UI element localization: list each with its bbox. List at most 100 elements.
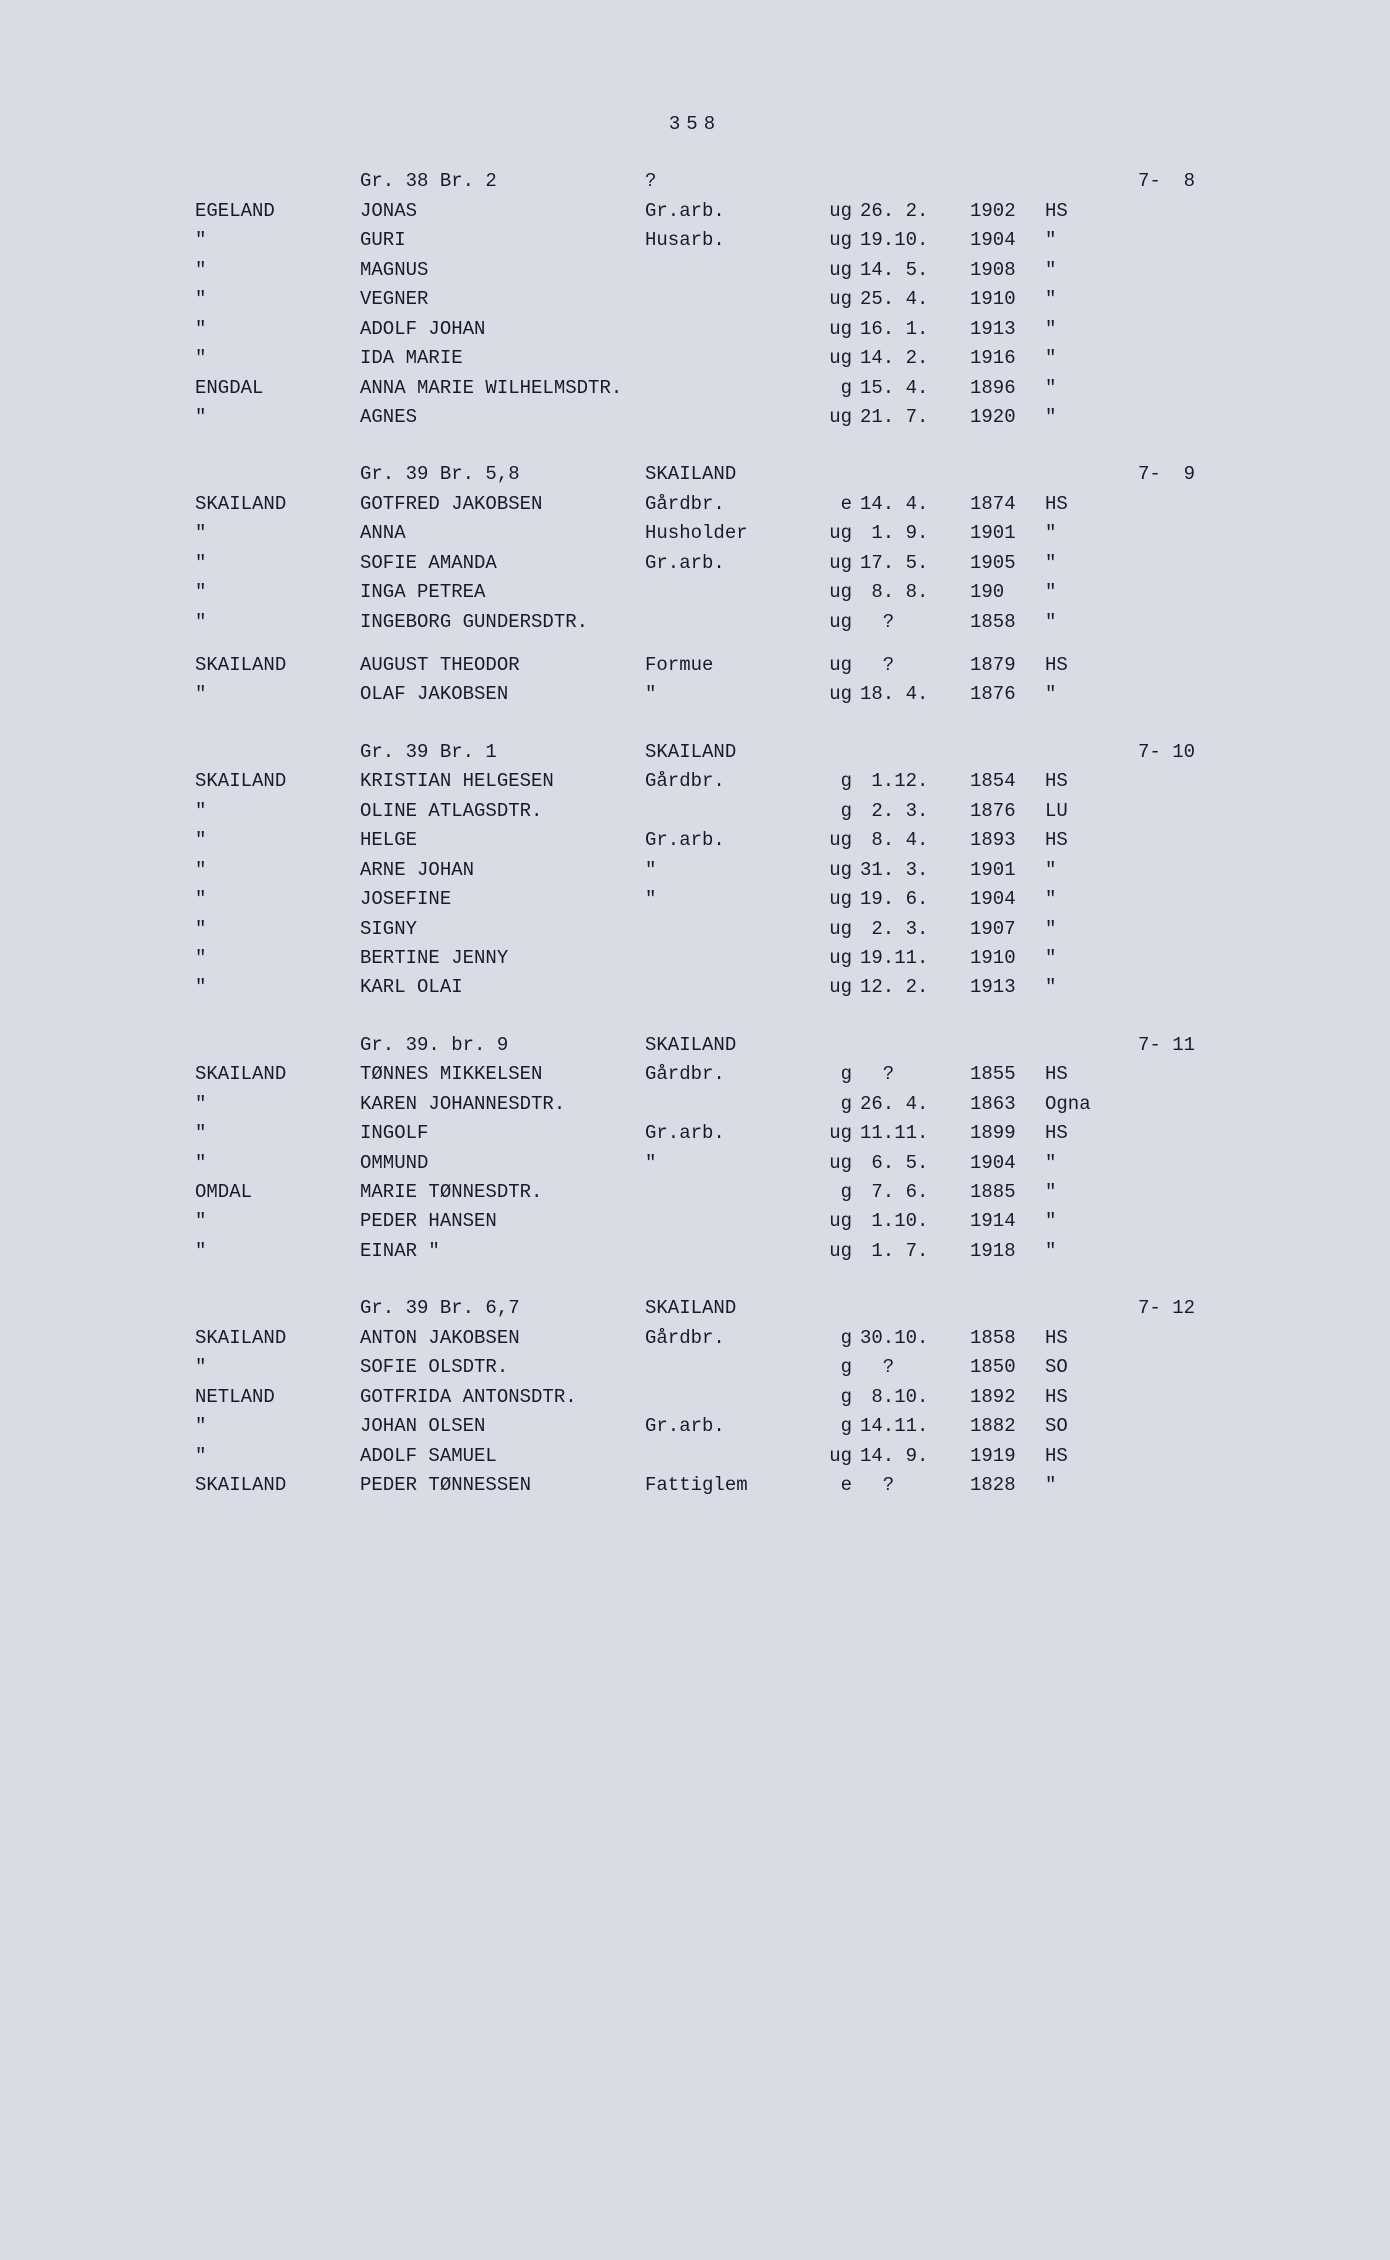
occupation-cell	[645, 1442, 805, 1471]
occupation-cell: Gr.arb.	[645, 1412, 805, 1441]
name-cell: JOSEFINE	[360, 885, 645, 914]
place-cell: LU	[1045, 797, 1125, 826]
status-cell: ug	[805, 1237, 860, 1266]
date-cell: ?	[860, 651, 970, 680]
surname-cell: "	[195, 226, 360, 255]
status-cell: ug	[805, 197, 860, 226]
name-cell: BERTINE JENNY	[360, 944, 645, 973]
data-row: "INGEBORG GUNDERSDTR.ug ?1858"	[195, 608, 1195, 637]
name-cell: GOTFRED JAKOBSEN	[360, 490, 645, 519]
surname-cell: "	[195, 578, 360, 607]
year-cell: 1892	[970, 1383, 1045, 1412]
name-cell: ANTON JAKOBSEN	[360, 1324, 645, 1353]
occupation-cell: "	[645, 885, 805, 914]
surname-cell: "	[195, 315, 360, 344]
data-row: OMDALMARIE TØNNESDTR.g 7. 6.1885"	[195, 1178, 1195, 1207]
status-cell: g	[805, 1324, 860, 1353]
name-cell: VEGNER	[360, 285, 645, 314]
data-row: "MAGNUSug14. 5.1908"	[195, 256, 1195, 285]
status-cell: ug	[805, 826, 860, 855]
year-cell: 1918	[970, 1237, 1045, 1266]
name-cell: SOFIE AMANDA	[360, 549, 645, 578]
status-cell: ug	[805, 344, 860, 373]
header-spacer	[195, 1031, 360, 1060]
occupation-cell	[645, 374, 805, 403]
header-ref: 7- 12	[1035, 1294, 1195, 1323]
surname-cell: "	[195, 285, 360, 314]
occupation-cell: Fattiglem	[645, 1471, 805, 1500]
header-ref: 7- 10	[1035, 738, 1195, 767]
surname-cell: ENGDAL	[195, 374, 360, 403]
year-cell: 1901	[970, 519, 1045, 548]
status-cell: ug	[805, 578, 860, 607]
status-cell: ug	[805, 856, 860, 885]
date-cell: 17. 5.	[860, 549, 970, 578]
occupation-cell: "	[645, 680, 805, 709]
date-cell: 14. 5.	[860, 256, 970, 285]
year-cell: 1914	[970, 1207, 1045, 1236]
status-cell: g	[805, 1090, 860, 1119]
year-cell: 1882	[970, 1412, 1045, 1441]
place-cell: HS	[1045, 1060, 1125, 1089]
header-location: ?	[645, 167, 805, 196]
date-cell: 15. 4.	[860, 374, 970, 403]
occupation-cell: Gårdbr.	[645, 1060, 805, 1089]
year-cell: 1902	[970, 197, 1045, 226]
occupation-cell: Husholder	[645, 519, 805, 548]
header-ref: 7- 8	[1035, 167, 1195, 196]
place-cell: HS	[1045, 826, 1125, 855]
place-cell: "	[1045, 885, 1125, 914]
name-cell: PEDER TØNNESSEN	[360, 1471, 645, 1500]
place-cell: Ogna	[1045, 1090, 1125, 1119]
sections-container: Gr. 38 Br. 2? 7- 8EGELANDJONASGr.arb.ug26…	[195, 167, 1195, 1500]
year-cell: 1850	[970, 1353, 1045, 1382]
data-row: "BERTINE JENNYug19.11.1910"	[195, 944, 1195, 973]
year-cell: 1904	[970, 226, 1045, 255]
place-cell: "	[1045, 1178, 1125, 1207]
occupation-cell	[645, 1383, 805, 1412]
status-cell: ug	[805, 915, 860, 944]
data-row: "IDA MARIEug14. 2.1916"	[195, 344, 1195, 373]
year-cell: 1910	[970, 285, 1045, 314]
place-cell: "	[1045, 944, 1125, 973]
data-row: SKAILANDPEDER TØNNESSENFattigleme ?1828"	[195, 1471, 1195, 1500]
year-cell: 1908	[970, 256, 1045, 285]
place-cell: "	[1045, 608, 1125, 637]
year-cell: 1863	[970, 1090, 1045, 1119]
data-row: "AGNESug21. 7.1920"	[195, 403, 1195, 432]
place-cell: "	[1045, 549, 1125, 578]
occupation-cell: Formue	[645, 651, 805, 680]
data-row: EGELANDJONASGr.arb.ug26. 2.1902HS	[195, 197, 1195, 226]
place-cell: "	[1045, 1149, 1125, 1178]
data-row: "ADOLF JOHANug16. 1.1913"	[195, 315, 1195, 344]
place-cell: HS	[1045, 197, 1125, 226]
surname-cell: "	[195, 608, 360, 637]
name-cell: OMMUND	[360, 1149, 645, 1178]
data-row: "ANNAHusholderug 1. 9.1901"	[195, 519, 1195, 548]
surname-cell: EGELAND	[195, 197, 360, 226]
surname-cell: "	[195, 944, 360, 973]
place-cell: "	[1045, 374, 1125, 403]
status-cell: g	[805, 1353, 860, 1382]
place-cell: HS	[1045, 1119, 1125, 1148]
place-cell: "	[1045, 915, 1125, 944]
data-row: "GURIHusarb.ug19.10.1904"	[195, 226, 1195, 255]
name-cell: OLINE ATLAGSDTR.	[360, 797, 645, 826]
place-cell: HS	[1045, 1383, 1125, 1412]
place-cell: "	[1045, 285, 1125, 314]
occupation-cell	[645, 315, 805, 344]
header-location: SKAILAND	[645, 460, 805, 489]
status-cell: ug	[805, 1207, 860, 1236]
header-gr: Gr. 38 Br. 2	[360, 167, 645, 196]
surname-cell: SKAILAND	[195, 1324, 360, 1353]
date-cell: 19.10.	[860, 226, 970, 255]
occupation-cell	[645, 1178, 805, 1207]
surname-cell: "	[195, 549, 360, 578]
place-cell: HS	[1045, 1442, 1125, 1471]
occupation-cell	[645, 403, 805, 432]
occupation-cell	[645, 578, 805, 607]
year-cell: 1879	[970, 651, 1045, 680]
name-cell: KARL OLAI	[360, 973, 645, 1002]
page-number: 358	[195, 110, 1195, 139]
name-cell: INGEBORG GUNDERSDTR.	[360, 608, 645, 637]
